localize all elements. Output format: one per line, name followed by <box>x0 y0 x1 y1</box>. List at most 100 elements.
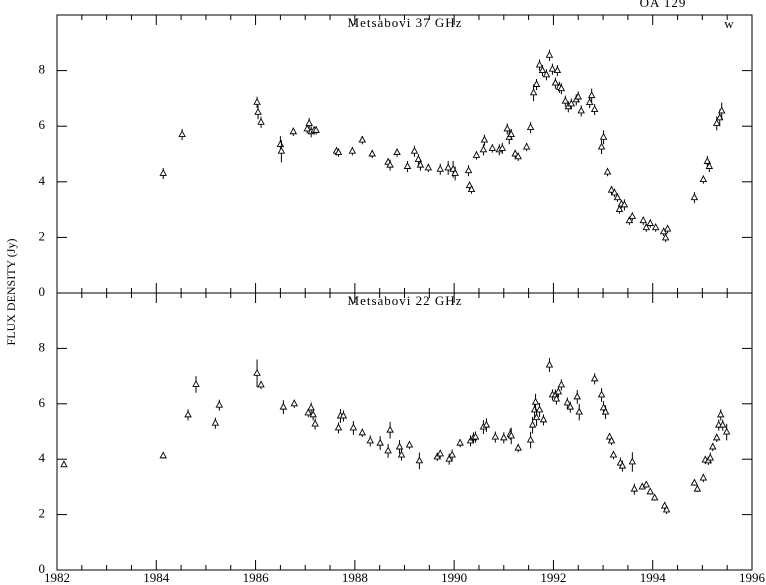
data-point <box>628 212 637 219</box>
data-point <box>609 450 618 458</box>
data-point <box>577 106 585 114</box>
data-point <box>395 442 404 450</box>
data-point <box>553 66 562 74</box>
data-point <box>639 216 648 224</box>
data-point <box>539 415 548 423</box>
data-point <box>718 420 727 428</box>
data-point <box>334 148 343 156</box>
data-point <box>693 484 702 492</box>
data-point <box>348 146 357 154</box>
panel-title: Metsabovi 37 GHz <box>348 15 463 30</box>
data-point <box>522 142 531 150</box>
data-point <box>279 402 288 410</box>
data-point <box>334 423 343 431</box>
y-tick-label: 2 <box>39 228 46 243</box>
data-point <box>574 92 583 100</box>
data-point <box>312 125 320 133</box>
y-tick-label: 8 <box>39 339 46 354</box>
data-point <box>535 60 544 68</box>
data-point <box>488 144 497 151</box>
data-point <box>535 405 544 413</box>
x-tick-label: 1982 <box>44 570 70 585</box>
data-point <box>526 123 535 131</box>
data-point <box>607 185 616 193</box>
data-point <box>590 105 599 112</box>
data-point <box>445 454 453 462</box>
data-point <box>307 403 315 411</box>
data-point <box>699 175 708 183</box>
data-point <box>503 124 512 132</box>
data-point <box>456 438 464 446</box>
data-point <box>405 440 414 448</box>
data-point <box>277 146 286 154</box>
data-point <box>471 432 480 440</box>
y-tick-label: 6 <box>39 395 46 410</box>
data-point <box>699 473 708 481</box>
data-point <box>472 150 481 158</box>
data-point <box>464 166 473 174</box>
data-point <box>257 380 265 388</box>
data-point <box>597 390 606 398</box>
data-point <box>552 394 561 402</box>
data-point <box>467 185 476 193</box>
data-point <box>722 427 731 435</box>
data-point <box>548 64 557 72</box>
data-point <box>662 505 671 513</box>
data-point <box>436 164 445 172</box>
data-point <box>615 205 624 213</box>
data-point <box>514 443 522 451</box>
y-tick-label: 6 <box>39 117 46 132</box>
y-tick-label: 4 <box>39 173 46 188</box>
y-tick-label: 8 <box>39 62 46 77</box>
data-point <box>528 420 537 428</box>
data-point <box>309 410 317 418</box>
data-point <box>590 374 599 382</box>
data-point <box>663 224 672 232</box>
data-point <box>436 449 445 457</box>
data-point <box>491 432 500 440</box>
y-axis-label: FLUX DENSITY (Jy) <box>4 239 18 346</box>
data-point <box>479 145 488 153</box>
data-point <box>557 380 566 388</box>
data-point <box>646 219 654 226</box>
data-point <box>376 438 384 446</box>
data-point <box>651 223 660 231</box>
data-point <box>368 149 376 157</box>
data-point <box>358 428 367 436</box>
data-point <box>289 127 298 135</box>
data-point <box>557 84 566 92</box>
data-point <box>192 379 200 387</box>
data-point <box>620 200 629 208</box>
data-point <box>709 442 717 450</box>
data-point <box>690 478 699 486</box>
data-point <box>415 456 424 464</box>
data-point <box>716 410 725 418</box>
data-point <box>603 167 612 175</box>
data-point <box>178 130 186 137</box>
data-point <box>444 163 452 171</box>
x-tick-label: 1990 <box>441 570 467 585</box>
data-point <box>646 487 654 495</box>
data-point <box>532 413 541 421</box>
data-point <box>628 457 637 465</box>
x-tick-label: 1988 <box>342 570 368 585</box>
data-point <box>599 132 608 140</box>
data-point <box>545 50 554 58</box>
source-label: OA 129 <box>640 0 687 10</box>
data-point <box>384 446 392 454</box>
data-point <box>630 484 639 492</box>
data-point <box>358 135 367 143</box>
data-point <box>529 88 538 96</box>
data-point <box>690 193 699 201</box>
data-point <box>607 436 616 444</box>
data-point <box>613 193 622 201</box>
data-point <box>500 433 508 441</box>
y-tick-label: 2 <box>39 506 46 521</box>
data-point <box>526 435 535 443</box>
data-point <box>159 451 167 459</box>
data-point <box>253 97 261 105</box>
data-point <box>575 407 584 415</box>
data-point <box>551 78 560 86</box>
x-tick-label: 1996 <box>739 570 766 585</box>
